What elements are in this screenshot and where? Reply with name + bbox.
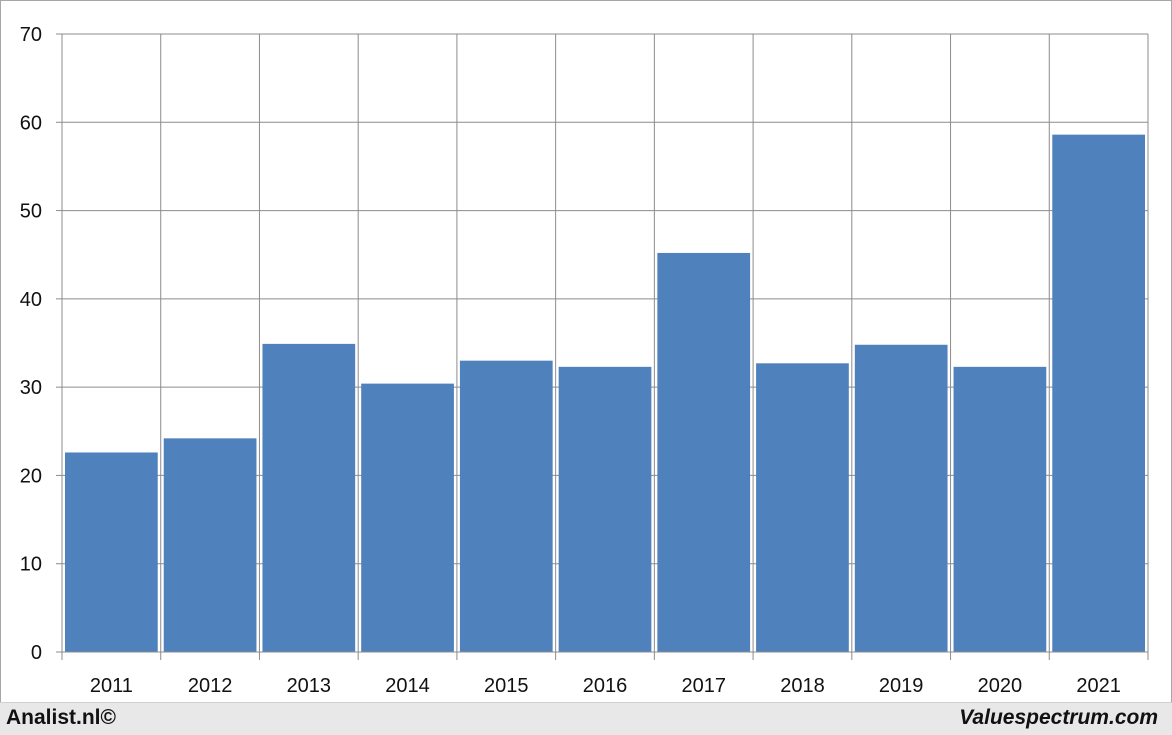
x-tick-label: 2012 <box>188 675 233 697</box>
y-tick-label: 40 <box>20 289 42 311</box>
bar-2014 <box>361 383 454 652</box>
source-credit-left: Analist.nl© <box>6 706 116 729</box>
bar-2012 <box>163 438 257 652</box>
x-tick-label: 2013 <box>287 675 332 697</box>
x-tick-label: 2014 <box>385 675 430 697</box>
footer-bar: Analist.nl© Valuespectrum.com <box>0 702 1172 735</box>
bar-2017 <box>657 252 751 652</box>
x-tick-label: 2019 <box>879 675 924 697</box>
x-tick-label: 2021 <box>1076 675 1121 697</box>
bar-2015 <box>459 360 553 652</box>
x-tick-label: 2011 <box>90 675 133 697</box>
x-tick-label: 2015 <box>484 675 529 697</box>
bar-2019 <box>854 344 948 652</box>
x-tick-label: 2016 <box>583 675 628 697</box>
y-tick-label: 30 <box>20 377 42 399</box>
bar-2011 <box>65 452 158 652</box>
x-tick-label: 2017 <box>681 675 726 697</box>
y-tick-label: 50 <box>20 201 42 223</box>
y-tick-label: 20 <box>20 465 42 487</box>
bar-2016 <box>558 366 652 652</box>
bar-2021 <box>1052 134 1145 652</box>
bar-2018 <box>756 363 849 652</box>
bars-layer <box>65 134 1145 652</box>
bar-2020 <box>953 366 1047 652</box>
y-tick-label: 10 <box>20 554 42 576</box>
y-tick-label: 0 <box>31 642 42 664</box>
y-tick-label: 60 <box>20 112 42 134</box>
axis-layer <box>56 33 1148 653</box>
y-tick-label: 70 <box>20 24 42 46</box>
source-credit-right: Valuespectrum.com <box>959 706 1158 729</box>
x-tick-label: 2020 <box>978 675 1023 697</box>
bar-2013 <box>262 343 356 652</box>
labels-layer: 0 10 20 30 40 50 60 70 2011 2012 2013 2014 2015 2016 2… <box>20 24 1121 697</box>
x-tick-label: 2018 <box>780 675 825 697</box>
bar-chart: 0 10 20 30 40 50 60 70 2011 2012 2013 2014 2015 2016 2… <box>20 24 1149 697</box>
